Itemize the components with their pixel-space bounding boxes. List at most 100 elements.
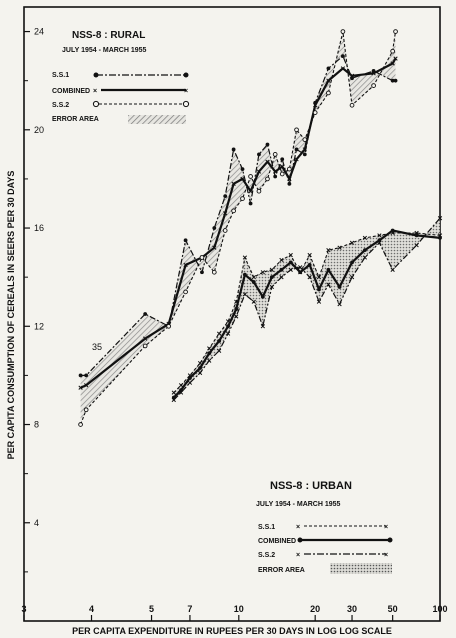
urban-s-s-2-point xyxy=(187,380,193,385)
urban-s-s-1-point xyxy=(251,275,256,280)
rural-combined-point xyxy=(84,383,89,388)
urban-combined-point xyxy=(226,324,230,329)
urban-s-s-1-point xyxy=(269,267,274,272)
urban-combined-point xyxy=(307,262,312,267)
urban-combined-point xyxy=(317,287,321,292)
urban-combined-point xyxy=(234,307,239,311)
urban-s-s-1-point xyxy=(197,360,203,366)
rural-s-s-2-point xyxy=(78,422,83,427)
x-tick-label: 5 xyxy=(149,604,154,614)
rural-s-s-2-point xyxy=(248,174,253,179)
y-tick-label: 20 xyxy=(34,125,44,135)
urban-combined-point xyxy=(207,351,212,356)
rural-legend-ss1-marker-end xyxy=(183,72,189,78)
rural-s-s-2-point xyxy=(166,323,172,329)
urban-s-s-1-point xyxy=(260,270,265,275)
urban-s-s-2-point xyxy=(260,324,265,329)
urban-s-s-1-point xyxy=(207,346,212,351)
rural-legend-error-label: ERROR AREA xyxy=(52,116,99,123)
urban-legend-ss2-marker-end: × xyxy=(384,552,388,559)
urban-s-s-2-point xyxy=(288,267,293,272)
rural-s-s-1-point xyxy=(257,152,261,157)
urban-combined-point xyxy=(242,272,247,277)
rural-legend-error-swatch xyxy=(128,115,186,124)
x-tick-label: 100 xyxy=(432,604,447,614)
rural-s-s-1-point xyxy=(390,78,395,83)
stray-label: 35 xyxy=(92,342,102,352)
urban-s-s-2-point xyxy=(216,348,222,353)
urban-error-area xyxy=(173,218,441,400)
urban-s-s-1-point xyxy=(178,383,184,388)
rural-combined-point xyxy=(390,61,395,66)
rural-s-s-2-point xyxy=(371,83,376,88)
urban-combined-point xyxy=(269,275,274,280)
rural-combined-point xyxy=(280,164,285,169)
error-areas xyxy=(80,31,441,425)
rural-title: NSS-8 : RURAL xyxy=(72,30,145,41)
urban-combined-point xyxy=(337,285,342,289)
urban-s-s-2-point xyxy=(377,240,382,245)
urban-s-s-2-point xyxy=(362,255,368,260)
rural-legend: NSS-8 : RURAL JULY 1954 - MARCH 1955 S.S… xyxy=(52,30,190,124)
urban-s-s-2-point xyxy=(349,275,355,280)
rural-s-s-2-point xyxy=(287,166,292,172)
urban-s-s-2-point xyxy=(437,216,443,221)
urban-legend-error-label: ERROR AREA xyxy=(258,567,305,574)
urban-legend-combined-label: COMBINED xyxy=(258,538,296,545)
x-tick-label: 10 xyxy=(234,604,244,614)
rural-s-s-1-line xyxy=(80,55,396,376)
urban-legend-ss1-marker: × xyxy=(296,524,300,531)
urban-combined-point xyxy=(438,235,442,240)
rural-s-s-2-point xyxy=(142,343,148,349)
rural-combined-point xyxy=(302,147,307,152)
urban-combined-point xyxy=(288,260,293,265)
urban-s-s-2-point xyxy=(326,282,331,287)
urban-legend: NSS-8 : URBAN JULY 1954 - MARCH 1955 S.S… xyxy=(256,480,393,574)
rural-s-s-2-point xyxy=(265,176,270,182)
urban-s-s-1-point xyxy=(171,390,176,395)
rural-legend-ss2-label: S.S.2 xyxy=(52,102,69,109)
urban-s-s-1-point xyxy=(326,247,331,253)
rural-s-s-1-point xyxy=(280,157,285,162)
urban-combined-point xyxy=(414,233,419,238)
rural-combined-point xyxy=(313,103,318,108)
urban-s-s-1-point xyxy=(316,275,322,280)
urban-s-s-2-point xyxy=(337,302,342,307)
urban-subtitle: JULY 1954 - MARCH 1955 xyxy=(256,501,341,508)
urban-s-s-1-point xyxy=(337,245,342,250)
rural-combined-point xyxy=(143,336,148,341)
rural-s-s-2-point xyxy=(199,255,205,260)
urban-s-s-2-point xyxy=(279,275,284,280)
rural-error-area xyxy=(80,31,396,425)
urban-s-s-2-point xyxy=(316,299,322,304)
rural-legend-combined-marker: × xyxy=(93,88,97,95)
y-tick-label: 16 xyxy=(34,223,44,233)
rural-s-s-1-point xyxy=(200,270,204,275)
rural-s-s-2-point xyxy=(279,171,285,177)
urban-combined-point xyxy=(390,228,395,233)
rural-s-s-2-point xyxy=(312,110,318,115)
rural-s-s-2-point xyxy=(256,188,262,194)
rural-combined-point xyxy=(223,211,228,216)
rural-legend-ss2-marker xyxy=(92,100,100,108)
rural-s-s-1-point xyxy=(302,152,307,157)
urban-s-s-1-point xyxy=(362,235,368,241)
urban-s-s-1-point xyxy=(279,257,284,263)
urban-s-s-2-point xyxy=(171,397,176,403)
urban-s-s-1-point xyxy=(225,319,231,324)
rural-combined-point xyxy=(273,169,278,174)
rural-s-s-2-point xyxy=(390,48,395,54)
urban-legend-ss2-marker: × xyxy=(296,552,300,559)
urban-s-s-2-point xyxy=(298,265,303,270)
rural-combined-point xyxy=(78,385,83,390)
rural-s-s-2-point xyxy=(211,269,217,275)
urban-combined-point xyxy=(350,260,354,265)
rural-legend-ss1-label: S.S.1 xyxy=(52,72,69,79)
rural-s-s-1-point xyxy=(240,167,245,171)
rural-s-s-2-point xyxy=(240,196,245,201)
urban-legend-ss1-label: S.S.1 xyxy=(258,524,275,531)
y-tick-label: 12 xyxy=(34,321,44,331)
rural-s-s-1-point xyxy=(78,373,83,378)
urban-s-s-1-point xyxy=(216,331,222,336)
